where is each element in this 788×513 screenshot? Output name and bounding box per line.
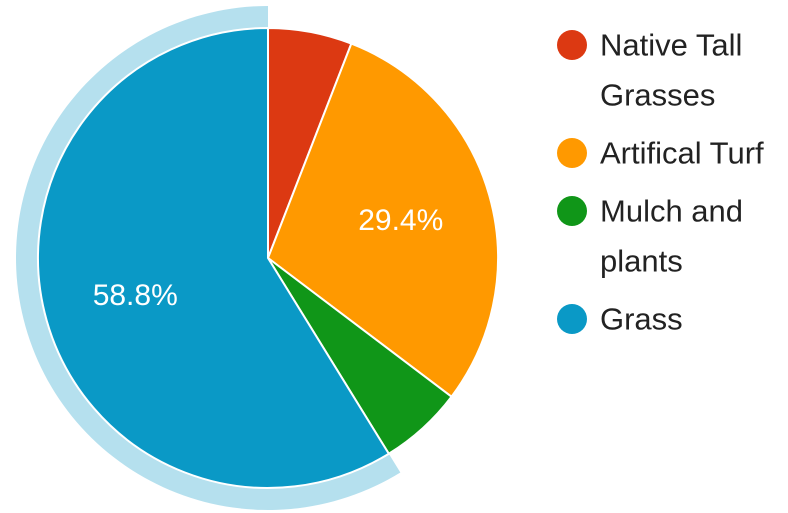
slice-label-grass: 58.8% [93,279,178,312]
legend-label-mulch-and-plants-line-2: plants [600,244,683,279]
slice-label-artifical-turf: 29.4% [358,204,443,237]
legend-item-native-tall-grasses[interactable]: Native Tall Grasses [557,28,742,113]
legend-label-native-tall-grasses-line-1: Native Tall [600,28,742,63]
legend: Native Tall Grasses Artifical Turf Mulch an… [557,28,764,337]
pie-layer [16,6,499,510]
legend-swatch-grass [557,304,587,334]
legend-label-mulch-and-plants-line-1: Mulch and [600,194,743,229]
legend-label-native-tall-grasses-line-2: Grasses [600,78,715,113]
legend-swatch-native-tall-grasses [557,30,587,60]
legend-swatch-artifical-turf [557,138,587,168]
pie-slice-artifical-turf[interactable] [266,42,499,399]
legend-item-grass[interactable]: Grass [557,302,683,337]
legend-label-grass: Grass [600,302,683,337]
slice-label-layer: 29.4% 58.8% [93,204,444,312]
legend-label-artifical-turf: Artifical Turf [600,136,764,171]
legend-item-artifical-turf[interactable]: Artifical Turf [557,136,764,171]
legend-swatch-mulch-and-plants [557,196,587,226]
pie-slice-grass[interactable] [37,26,391,489]
legend-item-mulch-and-plants[interactable]: Mulch and plants [557,194,743,279]
